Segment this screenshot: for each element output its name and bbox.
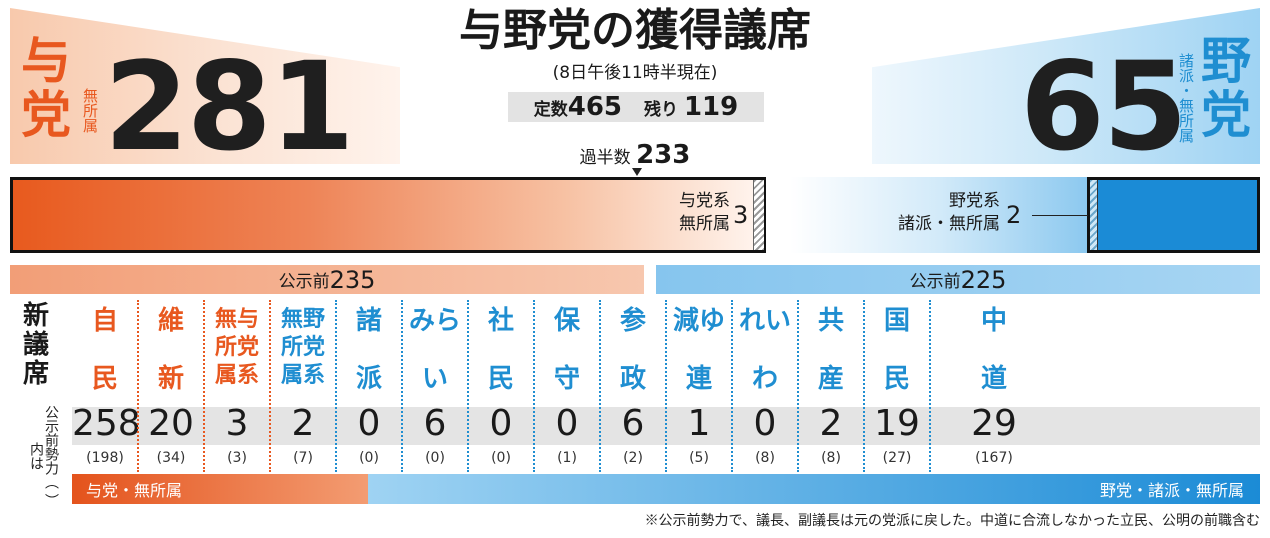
party-seats: 3 — [225, 403, 249, 444]
party-pre-election: (5) — [689, 450, 709, 466]
party-column: 国民 19 (27) — [864, 300, 930, 472]
column-divider — [137, 300, 139, 472]
party-seats: 6 — [621, 403, 645, 444]
column-divider — [533, 300, 535, 472]
party-seats: 0 — [555, 403, 579, 444]
quota: 定数465 — [533, 92, 623, 122]
party-column: 無与 所党 属系 3 (3) — [204, 300, 270, 472]
party-column: 保守 0 (1) — [534, 300, 600, 472]
ruling-independent-count: 3 — [733, 201, 749, 229]
party-name: 国民 — [883, 306, 910, 394]
opposition-independent-count: 2 — [1006, 201, 1022, 229]
ruling-seat-bar-fill — [13, 180, 753, 250]
ruling-pre-election: 公示前 235 — [10, 265, 644, 294]
party-pre-election: (8) — [821, 450, 841, 466]
column-divider — [929, 300, 931, 472]
party-name: 諸派 — [355, 306, 382, 394]
party-column: れいわ 0 (8) — [732, 300, 798, 472]
party-seats: 20 — [148, 403, 194, 444]
majority-label: 過半数 233 — [579, 140, 691, 170]
party-column: 自民 258 (198) — [72, 300, 141, 472]
party-name: みらい — [408, 306, 461, 394]
party-seats: 6 — [423, 403, 447, 444]
party-pre-election: (167) — [975, 450, 1013, 466]
ruling-seat-total: 281 — [104, 36, 355, 178]
ruling-sub-label: 無所属 — [81, 88, 99, 133]
party-name: 無与 所党 属系 — [214, 307, 259, 388]
ruling-independent-label: 与党系 無所属 — [679, 191, 730, 234]
party-seats: 29 — [971, 403, 1017, 444]
opposition-seat-bar — [1087, 177, 1260, 253]
party-column: 諸派 0 (0) — [336, 300, 402, 472]
party-pre-election: (1) — [557, 450, 577, 466]
party-name: 参政 — [619, 306, 646, 394]
party-pre-election: (3) — [227, 450, 247, 466]
opposition-sub-label: 諸派・無所属 — [1177, 53, 1195, 143]
party-pre-election: (7) — [293, 450, 313, 466]
party-name: 減ゆ連 — [672, 306, 725, 394]
party-seats: 0 — [489, 403, 513, 444]
column-divider — [401, 300, 403, 472]
opposition-group-bar: 野党・諸派・無所属 — [368, 474, 1260, 504]
majority-marker-icon — [632, 168, 642, 176]
column-divider — [731, 300, 733, 472]
party-name: 社民 — [487, 306, 514, 394]
party-pre-election: (27) — [882, 450, 912, 466]
party-name: れいわ — [738, 306, 791, 394]
party-name: 中道 — [980, 306, 1007, 394]
column-divider — [335, 300, 337, 472]
party-name: 自民 — [91, 306, 118, 394]
party-pre-election: (0) — [359, 450, 379, 466]
column-divider — [203, 300, 205, 472]
party-seats: 0 — [753, 403, 777, 444]
party-column: 参政 6 (2) — [600, 300, 666, 472]
party-column: 社民 0 (0) — [468, 300, 534, 472]
party-seats: 1 — [687, 403, 711, 444]
chart-subtitle: (8日午後11時半現在) — [552, 63, 718, 83]
party-seats: 0 — [357, 403, 381, 444]
party-name: 共産 — [817, 306, 844, 394]
ruling-independent-stripe — [753, 180, 764, 250]
party-seats: 2 — [819, 403, 843, 444]
opposition-label: 野党 — [1201, 32, 1251, 144]
quota-box: 定数465 残り 119 — [508, 92, 764, 122]
party-name: 保守 — [553, 306, 580, 394]
row-header-pre-note: 公示前勢力（ ）内は — [28, 404, 59, 508]
party-column: 共産 2 (8) — [798, 300, 864, 472]
footnote: ※公示前勢力で、議長、副議長は元の党派に戻した。中道に合流しなかった立民、公明の… — [644, 513, 1260, 529]
party-pre-election: (0) — [425, 450, 445, 466]
opposition-pre-election: 公示前 225 — [656, 265, 1260, 294]
party-name: 無野 所党 属系 — [280, 307, 325, 388]
party-seats: 2 — [291, 403, 315, 444]
column-divider — [797, 300, 799, 472]
party-column: 無野 所党 属系 2 (7) — [270, 300, 336, 472]
ruling-group-bar: 与党・無所属 — [72, 474, 368, 504]
party-seats: 19 — [874, 403, 920, 444]
column-divider — [269, 300, 271, 472]
party-column: 中道 29 (167) — [930, 300, 1058, 472]
ruling-label: 与党 — [21, 32, 71, 144]
column-divider — [599, 300, 601, 472]
party-name: 維新 — [157, 306, 184, 394]
opposition-leader-line — [1032, 215, 1088, 216]
party-seats: 258 — [72, 403, 141, 444]
opposition-independent-label: 野党系 諸派・無所属 — [898, 191, 1000, 234]
party-pre-election: (2) — [623, 450, 643, 466]
party-column: 維新 20 (34) — [138, 300, 204, 472]
column-divider — [863, 300, 865, 472]
row-header-new-seats: 新議席 — [22, 301, 49, 389]
party-column: 減ゆ連 1 (5) — [666, 300, 732, 472]
party-column: みらい 6 (0) — [402, 300, 468, 472]
party-pre-election: (34) — [156, 450, 186, 466]
party-pre-election: (198) — [86, 450, 124, 466]
column-divider — [665, 300, 667, 472]
party-pre-election: (8) — [755, 450, 775, 466]
chart-title: 与野党の獲得議席 — [459, 5, 811, 56]
column-divider — [467, 300, 469, 472]
remaining: 残り 119 — [644, 92, 739, 122]
party-pre-election: (0) — [491, 450, 511, 466]
opposition-independent-stripe — [1090, 180, 1098, 250]
opposition-seat-total: 65 — [1020, 36, 1188, 178]
